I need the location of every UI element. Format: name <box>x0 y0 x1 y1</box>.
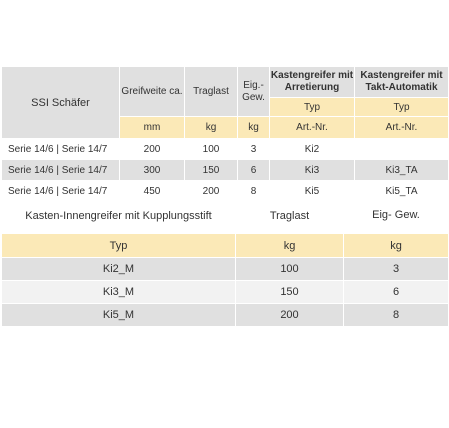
cell-arretierung: Ki5 <box>269 180 355 202</box>
cell-typ: Ki3_M <box>1 280 236 304</box>
cell-arretierung: Ki2 <box>269 138 355 160</box>
cell-traglast: 150 <box>235 280 344 304</box>
table-row: Ki3_M 150 6 <box>1 280 449 304</box>
header-eigengewicht: Eig.- Gew. <box>237 66 270 117</box>
unit-traglast: kg <box>184 116 238 139</box>
cell-traglast: 100 <box>235 257 344 281</box>
cell-takt: Ki3_TA <box>354 159 449 181</box>
unit-traglast: kg <box>235 233 344 258</box>
header-traglast: Traglast <box>184 66 238 117</box>
cell-traglast: 100 <box>184 138 238 160</box>
table-row: Serie 14/6 | Serie 14/7 200 100 3 Ki2 <box>1 138 449 160</box>
table-row: Ki2_M 100 3 <box>1 257 449 281</box>
cell-typ: Ki5_M <box>1 303 236 327</box>
typ-takt: Typ <box>354 97 449 117</box>
typ-arretierung: Typ <box>269 97 355 117</box>
cell-serie: Serie 14/6 | Serie 14/7 <box>1 159 120 181</box>
cell-typ: Ki2_M <box>1 257 236 281</box>
unit-typ: Typ <box>1 233 236 258</box>
header-takt-automatik: Kastengreifer mit Takt-Automatik <box>354 66 449 98</box>
header-innengreifer-title: Kasten-Innengreifer mit Kupplungsstift <box>1 197 236 234</box>
header-traglast: Traglast <box>235 197 344 234</box>
header-greifweite: Greifweite ca. <box>119 66 185 117</box>
unit-arretierung: Art.-Nr. <box>269 116 355 139</box>
cell-serie: Serie 14/6 | Serie 14/7 <box>1 138 120 160</box>
cell-arretierung: Ki3 <box>269 159 355 181</box>
cell-eigengewicht: 6 <box>237 159 270 181</box>
unit-takt: Art.-Nr. <box>354 116 449 139</box>
cell-greifweite: 450 <box>119 180 185 202</box>
product-spec-table: SSI Schäfer Greifweite ca. Traglast Eig.… <box>1 66 449 202</box>
header-arretierung: Kastengreifer mit Arretierung <box>269 66 355 98</box>
unit-eigengewicht: kg <box>343 233 449 258</box>
cell-traglast: 150 <box>184 159 238 181</box>
cell-greifweite: 200 <box>119 138 185 160</box>
cell-eigengewicht: 8 <box>343 303 449 327</box>
cell-greifweite: 300 <box>119 159 185 181</box>
cell-eigengewicht: 3 <box>237 138 270 160</box>
unit-eigengewicht: kg <box>237 116 270 139</box>
table-row: Serie 14/6 | Serie 14/7 300 150 6 Ki3 Ki… <box>1 159 449 181</box>
cell-eigengewicht: 6 <box>343 280 449 304</box>
brand-label: SSI Schäfer <box>1 66 120 139</box>
innengreifer-table: Kasten-Innengreifer mit Kupplungsstift T… <box>1 197 449 327</box>
header-eigengewicht: Eig- Gew. <box>343 197 449 234</box>
unit-greifweite: mm <box>119 116 185 139</box>
cell-serie: Serie 14/6 | Serie 14/7 <box>1 180 120 202</box>
cell-takt <box>354 138 449 160</box>
cell-takt: Ki5_TA <box>354 180 449 202</box>
cell-traglast: 200 <box>235 303 344 327</box>
cell-eigengewicht: 3 <box>343 257 449 281</box>
table-row: Ki5_M 200 8 <box>1 303 449 327</box>
